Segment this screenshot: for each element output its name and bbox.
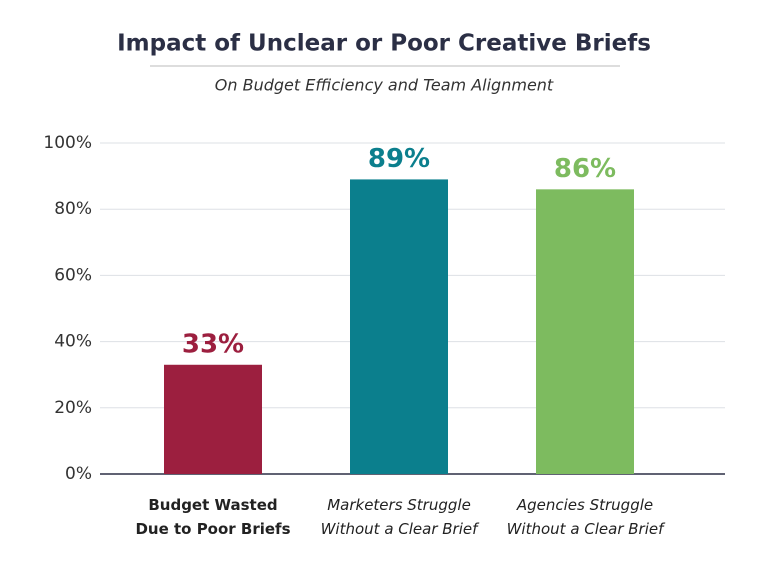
y-tick-label: 100% <box>43 133 92 153</box>
y-tick-label: 0% <box>65 464 92 484</box>
x-tick-label: Agencies Struggle Without a Clear Brief <box>506 496 664 538</box>
bar <box>350 179 448 474</box>
value-label: 86% <box>554 154 616 184</box>
bar <box>536 189 634 474</box>
value-label: 33% <box>182 329 244 359</box>
chart-subtitle: On Budget Efficiency and Team Alignment <box>215 76 554 95</box>
chart-title: Impact of Unclear or Poor Creative Brief… <box>117 31 651 57</box>
x-tick-label: Marketers Struggle Without a Clear Brief <box>320 496 478 538</box>
y-tick-label: 20% <box>54 398 92 418</box>
x-tick-label: Budget Wasted Due to Poor Briefs <box>135 496 291 538</box>
bar <box>164 364 262 474</box>
y-tick-label: 60% <box>54 265 92 285</box>
y-tick-label: 80% <box>54 199 92 219</box>
value-label: 89% <box>368 144 430 174</box>
y-tick-label: 40% <box>54 332 92 352</box>
